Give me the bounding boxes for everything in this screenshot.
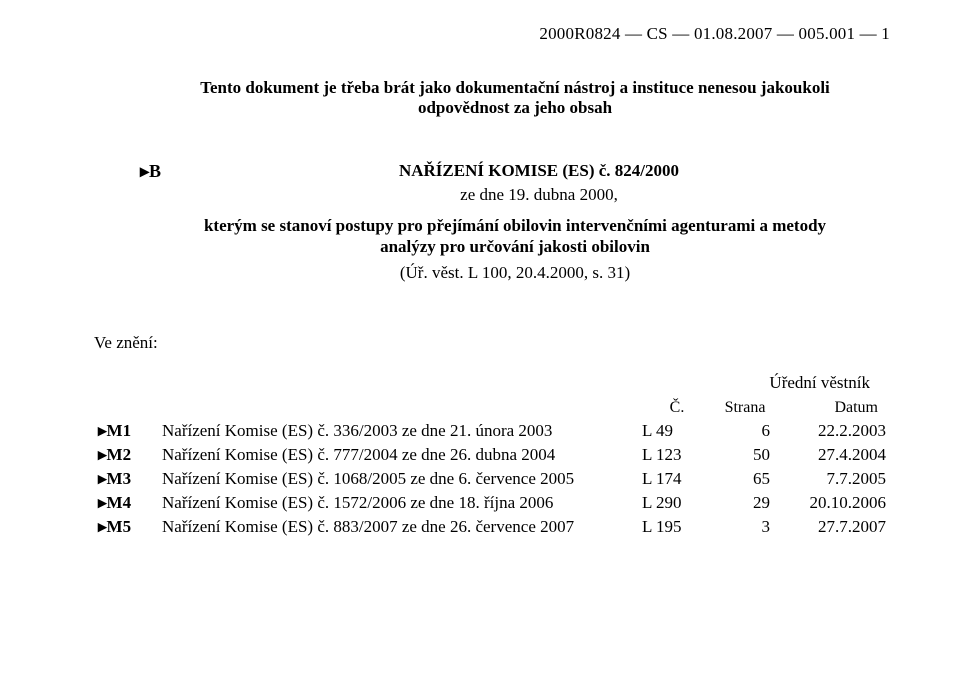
table-row: ▸M5 Nařízení Komise (ES) č. 883/2007 ze … (94, 515, 890, 539)
amendment-date: 7.7.2005 (774, 467, 890, 491)
table-row: ▸M2 Nařízení Komise (ES) č. 777/2004 ze … (94, 443, 890, 467)
table-row: ▸M1 Nařízení Komise (ES) č. 336/2003 ze … (94, 419, 890, 443)
amendments-journal-header: Úřední věstník (140, 373, 870, 393)
amendments-label: Ve znění: (94, 333, 890, 353)
amendment-marker: ▸M5 (94, 515, 158, 539)
amendment-l: L 174 (638, 467, 716, 491)
amendment-text: Nařízení Komise (ES) č. 883/2007 ze dne … (158, 515, 638, 539)
subhead-col-date: Datum (774, 397, 890, 419)
amendment-marker: ▸M3 (94, 467, 158, 491)
amendment-l: L 123 (638, 443, 716, 467)
regulation-date: ze dne 19. dubna 2000, (188, 185, 890, 205)
amendment-text: Nařízení Komise (ES) č. 777/2004 ze dne … (158, 443, 638, 467)
amendments-subheader-row: Č. Strana Datum (94, 397, 890, 419)
amendment-text: Nařízení Komise (ES) č. 1572/2006 ze dne… (158, 491, 638, 515)
marker-b: ▸B (140, 161, 176, 182)
amendment-date: 27.7.2007 (774, 515, 890, 539)
subhead-col-page: Strana (716, 397, 774, 419)
amendment-l: L 195 (638, 515, 716, 539)
amendment-date: 27.4.2004 (774, 443, 890, 467)
amendments-table: Č. Strana Datum ▸M1 Nařízení Komise (ES)… (94, 397, 890, 539)
table-row: ▸M4 Nařízení Komise (ES) č. 1572/2006 ze… (94, 491, 890, 515)
amendment-page: 6 (716, 419, 774, 443)
amendment-page: 29 (716, 491, 774, 515)
regulation-description: kterým se stanoví postupy pro přejímání … (185, 215, 845, 258)
subhead-col-c: Č. (638, 397, 716, 419)
regulation-title: NAŘÍZENÍ KOMISE (ES) č. 824/2000 (188, 161, 890, 181)
amendment-page: 65 (716, 467, 774, 491)
regulation-title-area: NAŘÍZENÍ KOMISE (ES) č. 824/2000 ze dne … (188, 161, 890, 205)
amendment-text: Nařízení Komise (ES) č. 336/2003 ze dne … (158, 419, 638, 443)
amendment-date: 20.10.2006 (774, 491, 890, 515)
amendment-marker: ▸M4 (94, 491, 158, 515)
doc-reference: 2000R0824 — CS — 01.08.2007 — 005.001 — … (140, 24, 890, 44)
table-row: ▸M3 Nařízení Komise (ES) č. 1068/2005 ze… (94, 467, 890, 491)
disclaimer-text: Tento dokument je třeba brát jako dokume… (155, 78, 875, 119)
official-journal-ref: (Úř. věst. L 100, 20.4.2000, s. 31) (140, 263, 890, 283)
amendment-marker: ▸M2 (94, 443, 158, 467)
amendment-l: L 49 (638, 419, 716, 443)
amendment-date: 22.2.2003 (774, 419, 890, 443)
amendment-page: 50 (716, 443, 774, 467)
regulation-block: ▸B NAŘÍZENÍ KOMISE (ES) č. 824/2000 ze d… (140, 161, 890, 205)
subhead-empty-text (158, 397, 638, 419)
amendment-page: 3 (716, 515, 774, 539)
subhead-empty-marker (94, 397, 158, 419)
amendment-text: Nařízení Komise (ES) č. 1068/2005 ze dne… (158, 467, 638, 491)
amendment-marker: ▸M1 (94, 419, 158, 443)
amendment-l: L 290 (638, 491, 716, 515)
document-page: 2000R0824 — CS — 01.08.2007 — 005.001 — … (0, 0, 960, 681)
